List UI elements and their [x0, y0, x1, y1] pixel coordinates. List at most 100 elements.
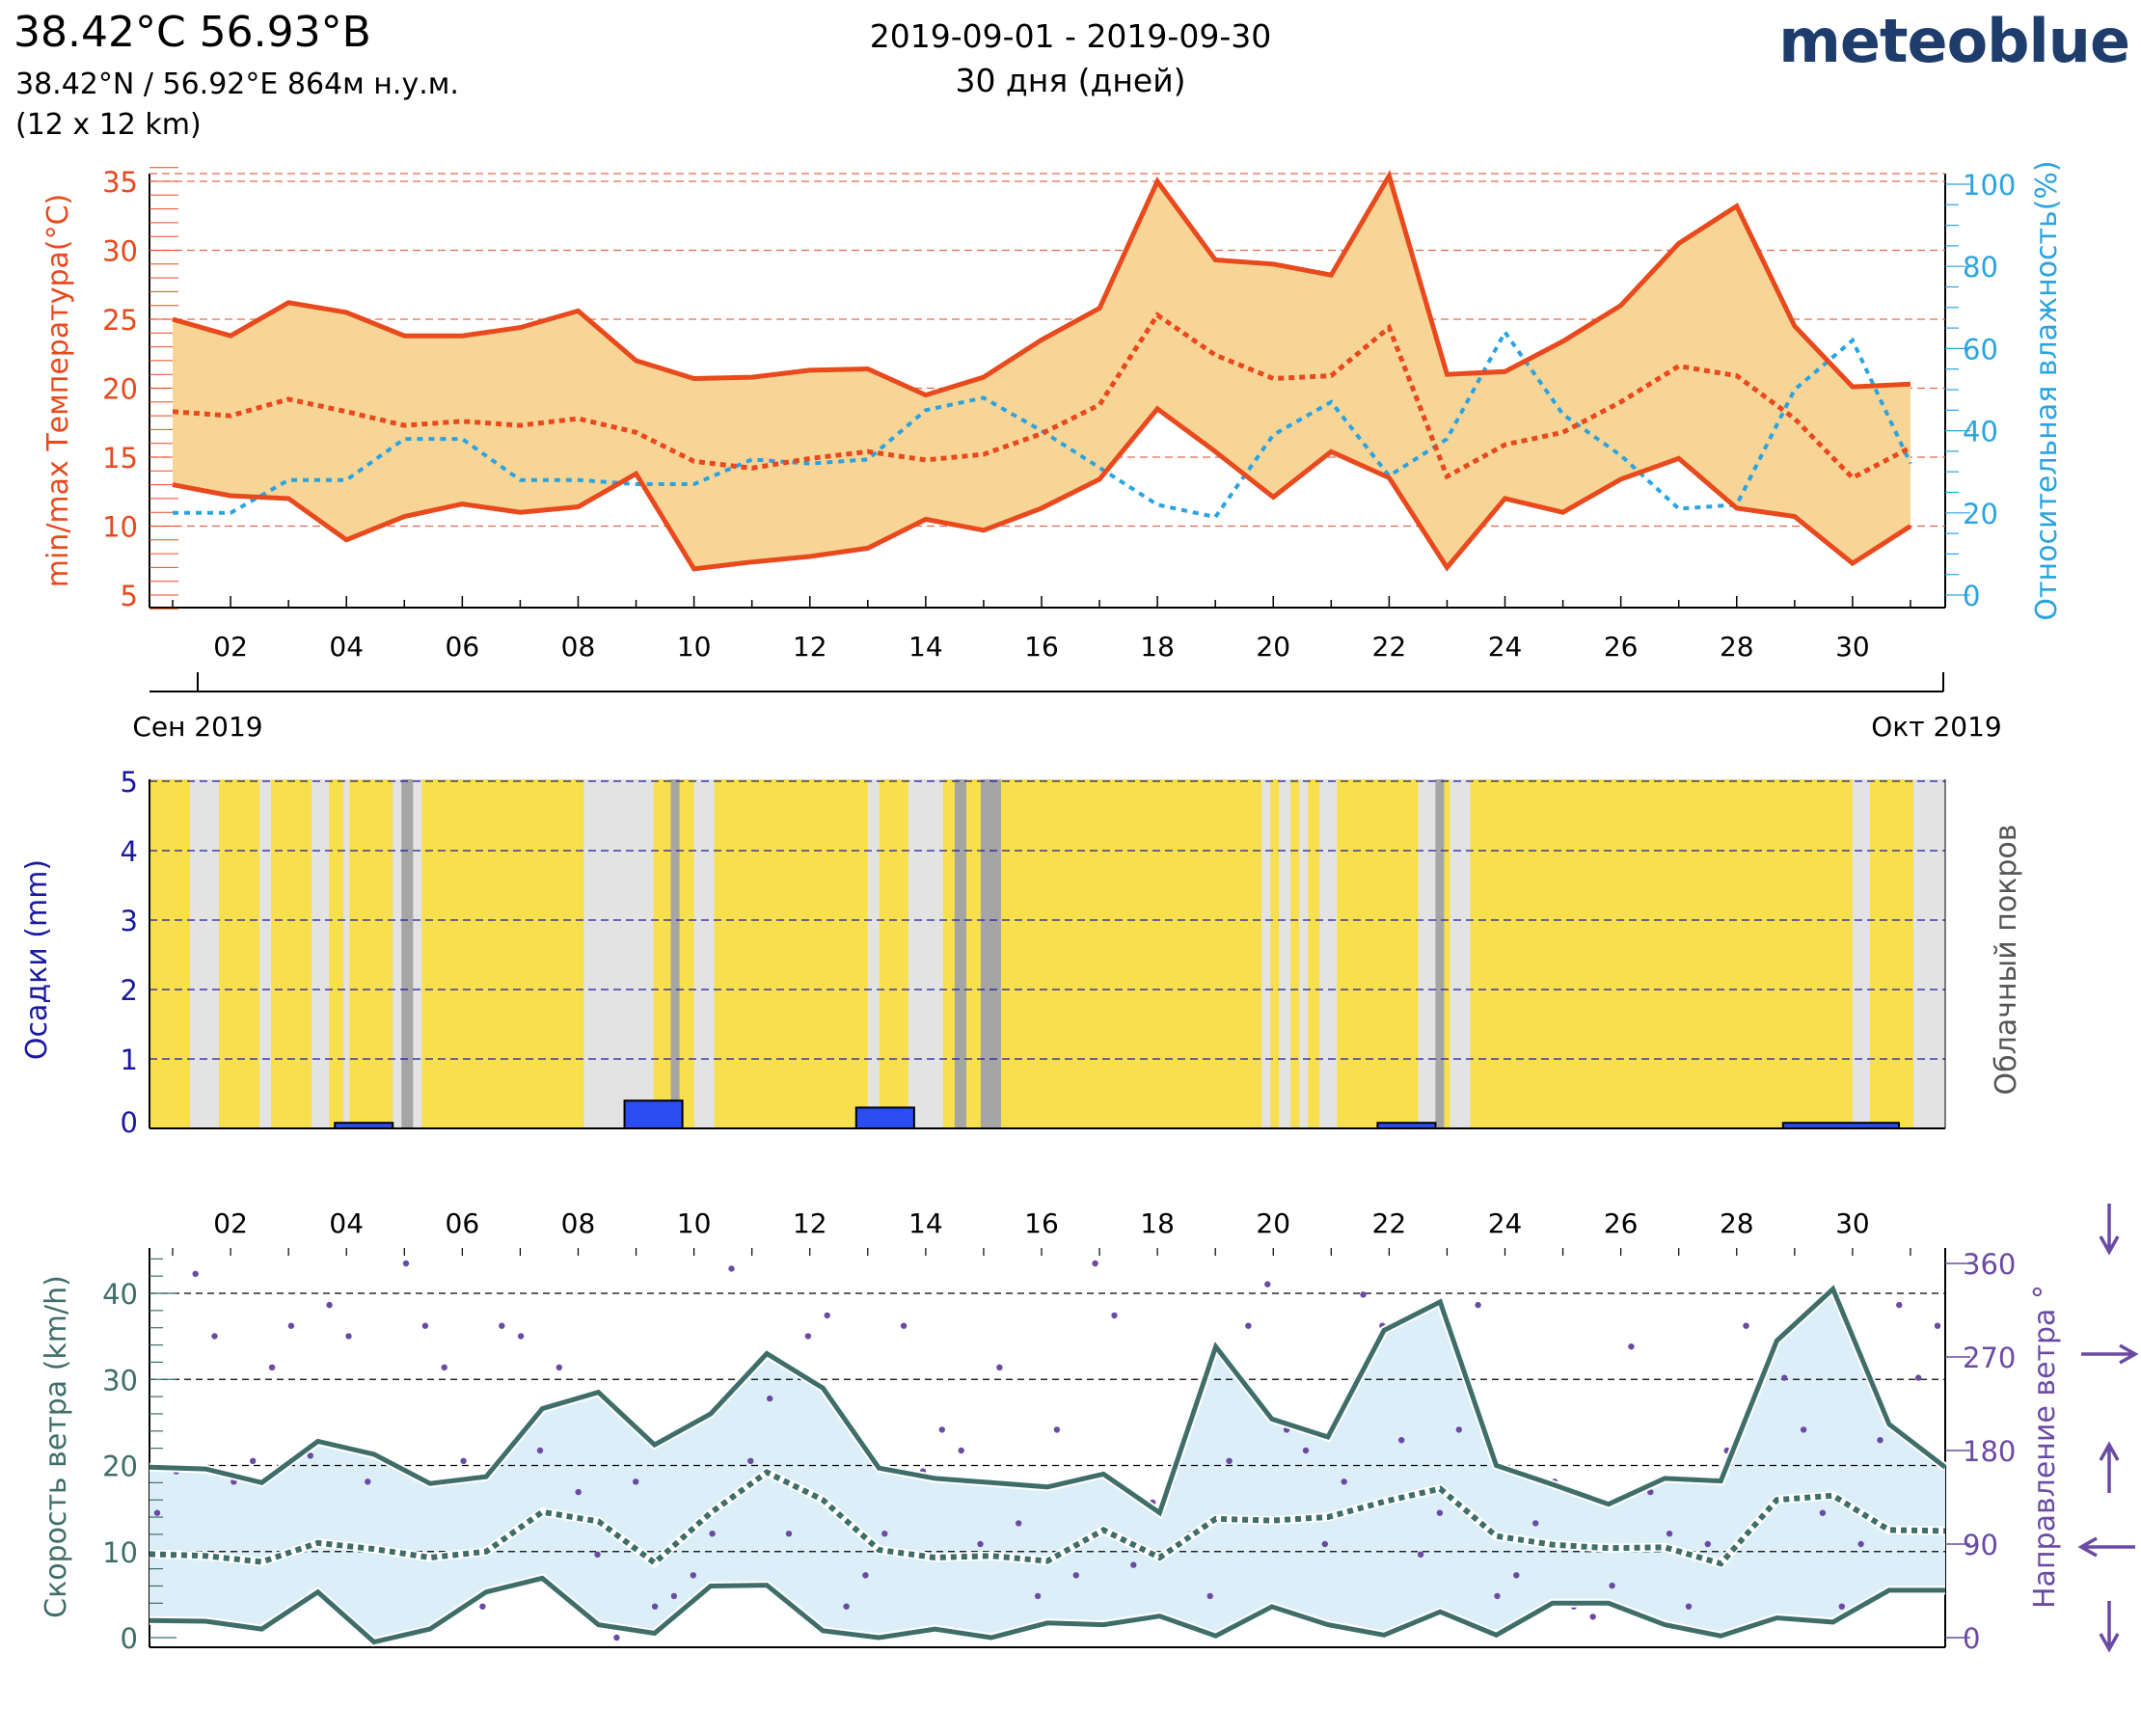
wind-x-tick-label: 18: [1140, 1207, 1175, 1239]
wind-direction-dot: [441, 1364, 447, 1371]
precip-axis-title: Осадки (mm): [20, 859, 54, 1060]
direction-tick-label: 180: [1963, 1435, 2016, 1468]
cloud-cover-band: [312, 779, 330, 1128]
cloud-cover-band: [1319, 779, 1338, 1128]
wind-axis-title: Скорость ветра (km/h): [40, 1275, 73, 1618]
wind-direction-dot: [460, 1457, 467, 1465]
wind-direction-dot: [747, 1457, 754, 1465]
wind-x-tick-label: 14: [908, 1207, 943, 1239]
temp-tick-label: 35: [102, 166, 138, 199]
direction-axis-title: Направление ветра °: [2028, 1285, 2062, 1609]
wind-x-tick-label: 10: [677, 1207, 712, 1239]
wind-tick-label: 40: [102, 1278, 138, 1311]
cloud-cover-band: [343, 779, 350, 1128]
wind-x-tick-label: 22: [1372, 1207, 1407, 1239]
wind-x-tick-label: 26: [1604, 1207, 1639, 1239]
wind-direction-dot: [575, 1488, 582, 1496]
days-count: 30 дня (дней): [955, 62, 1186, 99]
cloud-cover-band: [1299, 779, 1309, 1128]
wind-x-tick-label: 04: [329, 1207, 364, 1239]
east-wind-arrow-icon: [2081, 1343, 2139, 1365]
wind-direction-dot: [250, 1457, 257, 1465]
temp-tick-label: 30: [102, 235, 138, 268]
wind-direction-dot: [767, 1395, 773, 1402]
wind-direction-dot: [1417, 1551, 1424, 1559]
wind-direction-dot: [1915, 1374, 1922, 1381]
wind-direction-dot: [1704, 1540, 1712, 1548]
cloud-cover-band: [190, 779, 220, 1128]
wind-direction-dot: [307, 1452, 313, 1459]
temp-x-tick-label: 06: [446, 631, 480, 663]
wind-direction-dot: [862, 1572, 869, 1579]
wind-min-line: [149, 1575, 1945, 1645]
month-label-start: Сен 2019: [132, 711, 262, 743]
temp-axis-title: min/max Температура(°C): [41, 194, 75, 588]
cloud-cover-band-dense: [1435, 779, 1445, 1128]
temp-tick-label: 25: [102, 304, 138, 337]
wind-direction-dot: [287, 1322, 295, 1329]
month-label-end: Окт 2019: [1871, 711, 2001, 743]
humidity-tick-label: 0: [1963, 580, 1980, 612]
north-wind-arrow-bottom-icon: [2099, 1601, 2120, 1653]
sunshine-background: [149, 779, 1945, 1128]
temp-mean-line: [172, 312, 1912, 481]
cloud-cover-band-dense: [980, 779, 1001, 1128]
precip-tick-label: 5: [121, 766, 138, 799]
wind-direction-dot: [996, 1364, 1003, 1371]
wind-x-tick-label: 30: [1835, 1207, 1870, 1239]
wind-direction-dot: [1245, 1322, 1252, 1329]
grid-resolution: (12 x 12 km): [15, 108, 202, 142]
temp-x-tick-label: 24: [1488, 631, 1523, 663]
humidity-axis-title: Относительная влажность(%): [2030, 160, 2064, 620]
cloud-cover-band: [1450, 779, 1471, 1128]
wind-x-tick-label: 12: [793, 1207, 827, 1239]
wind-direction-dot: [1857, 1540, 1864, 1548]
wind-direction-dot: [211, 1333, 218, 1340]
temp-range-fill: [173, 176, 1911, 569]
wind-direction-dot: [1455, 1426, 1463, 1433]
wind-direction-dot: [365, 1478, 371, 1485]
cloud-cover-band-dense: [670, 779, 680, 1128]
wind-direction-dot: [843, 1603, 850, 1610]
wind-direction-dot: [192, 1270, 199, 1278]
temp-x-tick-label: 20: [1256, 631, 1290, 663]
wind-direction-dot: [1016, 1520, 1022, 1527]
date-range: 2019-09-01 - 2019-09-30: [869, 17, 1272, 55]
wind-direction-dot: [1934, 1322, 1941, 1329]
wind-direction-dot: [1877, 1437, 1884, 1444]
wind-direction-dot: [1264, 1281, 1271, 1288]
temp-x-tick-label: 14: [908, 631, 943, 663]
temp-x-tick-label: 22: [1372, 631, 1407, 663]
wind-tick-label: 10: [102, 1536, 138, 1569]
wind-direction-dot: [709, 1531, 716, 1537]
wind-direction-dot: [785, 1531, 793, 1537]
wind-direction-dot: [268, 1364, 276, 1371]
wind-direction-dot: [1053, 1426, 1061, 1433]
wind-direction-dot: [1341, 1478, 1347, 1485]
temp-x-tick-label: 08: [561, 631, 596, 663]
wind-direction-dot: [804, 1333, 812, 1340]
wind-direction-dot: [421, 1322, 429, 1329]
wind-direction-dot: [728, 1265, 735, 1272]
cloud-axis-title: Облачный покров: [1990, 825, 2023, 1096]
humidity-tick-label: 20: [1963, 498, 1998, 530]
meteoblue-logo: meteoblue: [1778, 6, 2130, 76]
wind-direction-dot: [536, 1447, 544, 1454]
wind-direction-dot: [1494, 1592, 1501, 1600]
wind-direction-dot: [402, 1260, 410, 1267]
wind-direction-dot: [881, 1531, 888, 1537]
temp-tick-label: 15: [102, 442, 138, 475]
temp-x-tick-label: 10: [677, 631, 712, 663]
cloud-cover-band-dense: [401, 779, 414, 1128]
cloud-cover-band: [867, 779, 880, 1128]
wind-direction-dot: [1743, 1322, 1749, 1329]
wind-tick-label: 0: [121, 1622, 138, 1655]
temp-tick-label: 10: [102, 511, 138, 544]
temp-x-tick-label: 04: [329, 631, 364, 663]
cloud-cover-band: [1279, 779, 1291, 1128]
wind-direction-dot: [1130, 1561, 1137, 1568]
wind-direction-dot: [1398, 1437, 1405, 1444]
wind-tick-label: 30: [102, 1364, 138, 1397]
wind-direction-dot: [479, 1603, 486, 1610]
